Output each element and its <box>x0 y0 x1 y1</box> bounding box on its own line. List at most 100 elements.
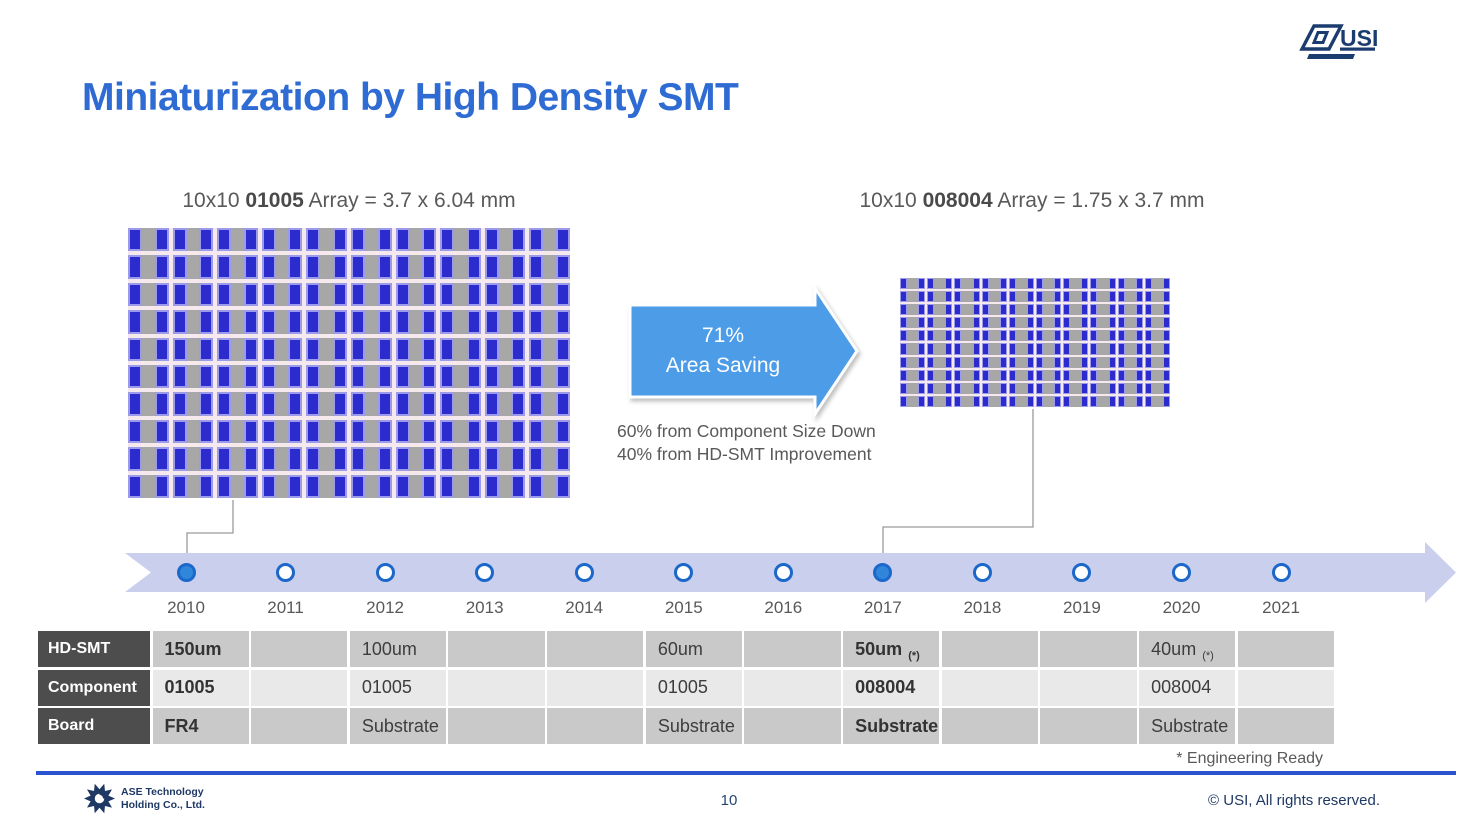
component-body <box>1070 343 1081 354</box>
component-body <box>410 392 423 415</box>
smt-component <box>350 474 392 498</box>
smt-component <box>1063 317 1089 329</box>
smt-component <box>900 304 926 316</box>
smt-component <box>1090 291 1116 303</box>
smt-component <box>261 447 303 471</box>
component-body <box>1070 304 1081 315</box>
table-cell-hdsmt-2015: 60um <box>645 631 742 667</box>
component-pad <box>945 343 953 355</box>
table-cell-component-2014 <box>547 669 644 706</box>
area-saving-arrow <box>626 283 864 420</box>
component-body <box>454 365 467 388</box>
component-pad <box>154 447 169 471</box>
component-body <box>187 228 200 251</box>
component-pad <box>1108 356 1116 368</box>
component-pad <box>466 447 481 471</box>
component-pad <box>900 395 907 407</box>
smt-component <box>1144 317 1170 329</box>
smt-component <box>954 291 980 303</box>
component-pad <box>172 228 187 252</box>
component-pad <box>1117 317 1125 329</box>
smt-component <box>954 356 980 368</box>
component-pad <box>377 419 392 444</box>
component-pad <box>1163 343 1170 355</box>
table-cell-hdsmt-2020: 40um (*) <box>1139 631 1236 667</box>
component-body <box>1070 370 1081 381</box>
component-body <box>231 338 244 361</box>
component-pad <box>172 474 187 498</box>
component-pad <box>1081 369 1089 381</box>
smt-component <box>954 317 980 329</box>
component-pad <box>332 310 347 334</box>
component-pad <box>217 310 232 334</box>
component-pad <box>217 282 232 307</box>
smt-component <box>128 337 169 361</box>
smt-component <box>1008 278 1034 290</box>
component-pad <box>1008 382 1016 394</box>
component-pad <box>422 419 437 444</box>
component-pad <box>377 255 392 279</box>
smt-component <box>1117 278 1143 290</box>
component-pad <box>288 337 303 361</box>
component-pad <box>484 337 499 361</box>
smt-component <box>1036 304 1062 316</box>
timeline-dot-2016 <box>773 563 793 582</box>
component-pad <box>1135 343 1143 355</box>
component-pad <box>555 419 570 444</box>
smt-component <box>484 337 526 361</box>
component-pad <box>555 392 570 416</box>
smt-component <box>395 337 437 361</box>
smt-component <box>217 392 258 416</box>
smt-component <box>1090 343 1116 355</box>
component-pad <box>1090 317 1098 329</box>
component-pad <box>954 395 962 407</box>
component-pad <box>1027 330 1034 342</box>
component-pad <box>172 337 187 361</box>
component-body <box>231 392 244 415</box>
component-pad <box>1036 369 1043 381</box>
component-body <box>961 370 972 381</box>
component-pad <box>981 382 989 394</box>
timeline-dot-2011 <box>276 563 296 582</box>
component-body <box>410 310 423 333</box>
component-body <box>1016 330 1027 341</box>
component-pad <box>555 364 570 389</box>
component-pad <box>1090 382 1098 394</box>
right-array-label-part: 008004 <box>922 189 993 212</box>
component-pad <box>1008 278 1016 290</box>
table-cell-board-2017: Substrate <box>843 708 940 744</box>
component-pad <box>999 343 1007 355</box>
component-pad <box>128 337 142 361</box>
improvement-notes: 60% from Component Size Down 40% from HD… <box>617 420 876 466</box>
component-pad <box>927 343 935 355</box>
smt-component <box>927 278 953 290</box>
component-pad <box>288 310 303 334</box>
component-body <box>961 330 972 341</box>
smt-component <box>440 282 481 307</box>
component-body <box>543 447 556 470</box>
component-pad <box>332 228 347 252</box>
smt-component <box>1090 356 1116 368</box>
smt-component <box>440 447 481 471</box>
component-pad <box>395 474 410 498</box>
component-pad <box>128 255 142 279</box>
smt-component <box>306 419 347 444</box>
component-body <box>934 317 945 328</box>
component-pad <box>440 337 455 361</box>
component-pad <box>1054 304 1062 316</box>
component-pad <box>927 291 935 303</box>
component-pad <box>466 228 481 252</box>
component-pad <box>1117 278 1125 290</box>
component-pad <box>954 291 962 303</box>
component-pad <box>1036 317 1043 329</box>
component-body <box>1016 396 1027 407</box>
component-pad <box>511 282 526 307</box>
area-saving-label: Area Saving <box>665 354 781 377</box>
component-pad <box>999 330 1007 342</box>
table-cell-board-2021 <box>1237 708 1334 744</box>
component-pad <box>440 255 455 279</box>
component-pad <box>261 337 276 361</box>
component-pad <box>395 447 410 471</box>
smt-component <box>1008 304 1034 316</box>
component-pad <box>128 474 142 498</box>
